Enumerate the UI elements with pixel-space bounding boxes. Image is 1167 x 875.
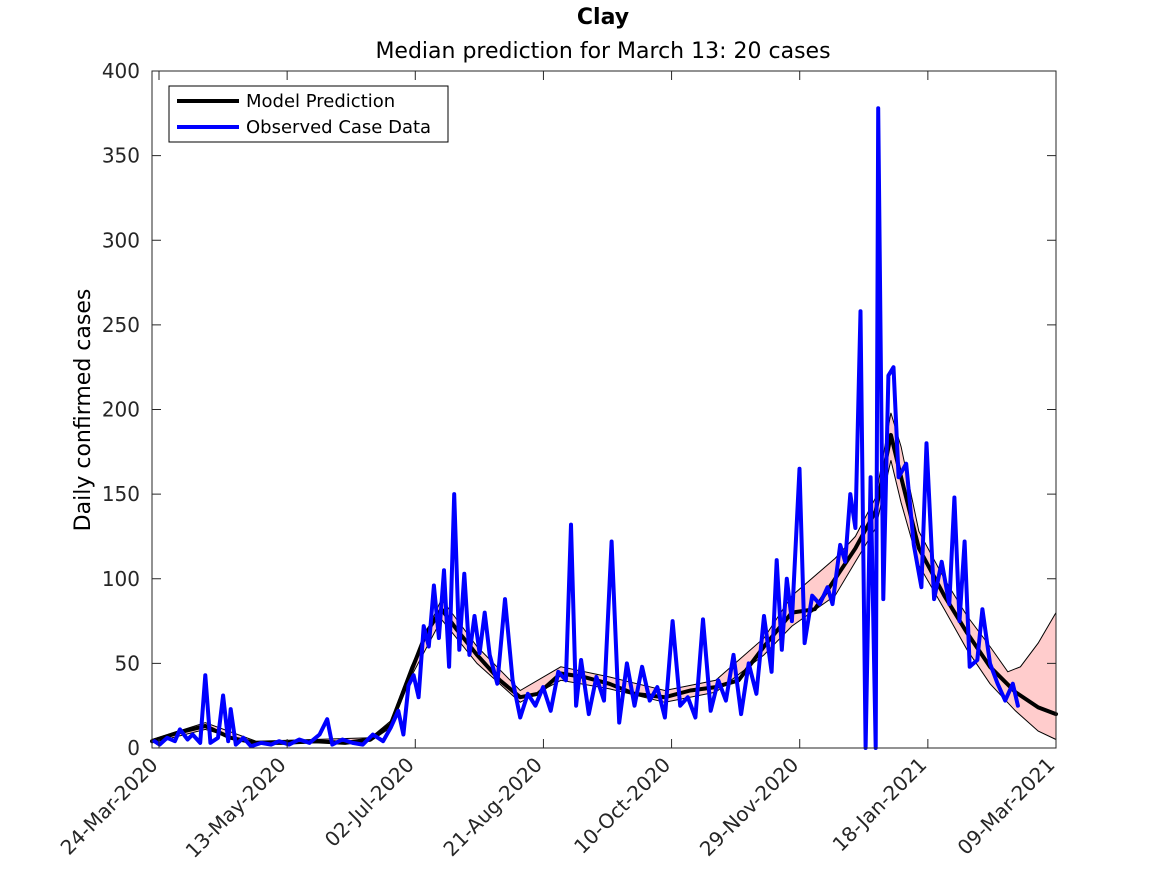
legend: Model Prediction Observed Case Data bbox=[168, 85, 449, 143]
chart-title: Clay bbox=[577, 5, 629, 30]
y-tick-label: 50 bbox=[115, 651, 140, 675]
observed-case-line bbox=[152, 106, 1020, 750]
y-tick-label: 100 bbox=[102, 567, 140, 591]
y-tick-label: 400 bbox=[102, 59, 140, 83]
legend-model-label: Model Prediction bbox=[246, 91, 395, 112]
y-axis-label: Daily confirmed cases bbox=[71, 289, 96, 532]
legend-observed-label: Observed Case Data bbox=[246, 117, 431, 138]
y-tick-label: 250 bbox=[102, 313, 140, 337]
observed-case-layer bbox=[152, 106, 1020, 750]
chart-subtitle: Median prediction for March 13: 20 cases bbox=[375, 39, 830, 64]
y-tick-label: 200 bbox=[102, 398, 140, 422]
y-tick-label: 350 bbox=[102, 144, 140, 168]
y-tick-label: 0 bbox=[127, 736, 140, 760]
y-tick-label: 150 bbox=[102, 482, 140, 506]
legend-box bbox=[168, 85, 449, 143]
y-tick-label: 300 bbox=[102, 228, 140, 252]
